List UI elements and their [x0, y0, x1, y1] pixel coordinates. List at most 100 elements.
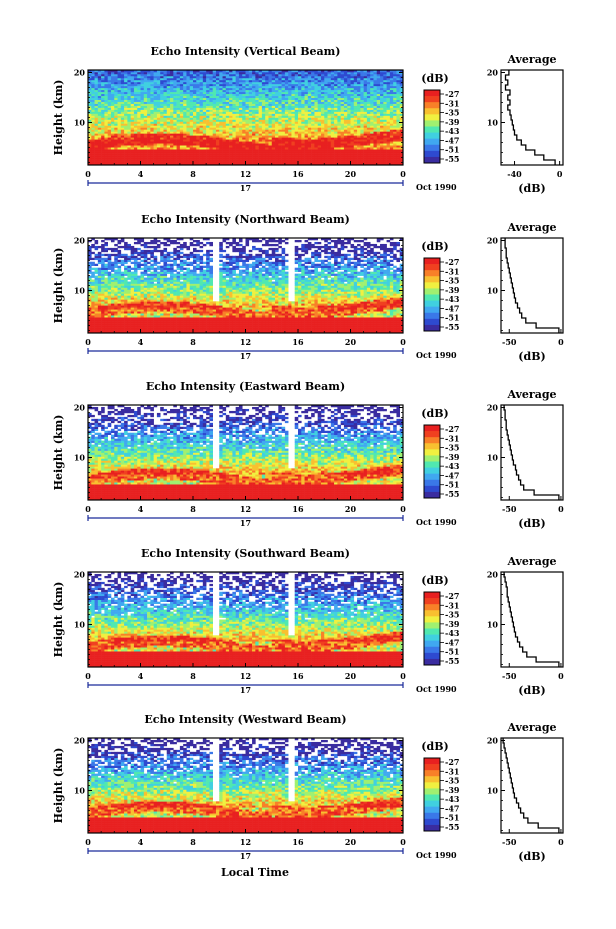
heatmap-cell [284, 99, 289, 102]
heatmap-cell [176, 145, 181, 148]
heatmap-cell [314, 117, 318, 120]
heatmap-cell [209, 151, 213, 154]
heatmap-cell [94, 137, 99, 140]
heatmap-cell [317, 147, 322, 150]
heatmap-cell [130, 153, 135, 156]
heatmap-cell [268, 97, 273, 100]
heatmap-cell [160, 331, 164, 334]
heatmap-cell [291, 329, 296, 332]
heatmap-cell [294, 117, 299, 120]
heatmap-cell [258, 93, 263, 97]
heatmap-cell [307, 79, 312, 83]
heatmap-cell [166, 71, 171, 75]
heatmap-cell [166, 79, 171, 83]
heatmap-cell [193, 105, 197, 108]
heatmap-cell [275, 331, 279, 334]
heatmap-cell [209, 161, 213, 164]
heatmap-cell [327, 331, 332, 334]
heatmap-cell [130, 99, 135, 102]
heatmap-cell [275, 153, 279, 156]
heatmap-cell [278, 123, 282, 126]
heatmap-cell [261, 121, 266, 124]
heatmap-cell [314, 105, 318, 108]
heatmap-cell [252, 75, 256, 79]
heatmap-cell [366, 133, 371, 136]
heatmap-cell [376, 153, 381, 156]
heatmap-cell [186, 117, 191, 120]
heatmap-cell [101, 73, 105, 77]
heatmap-cell [307, 153, 312, 156]
heatmap-cell [350, 91, 355, 95]
heatmap-cell [143, 155, 148, 158]
heatmap-cell [275, 73, 279, 77]
heatmap-cell [104, 91, 108, 95]
heatmap-cell [258, 103, 263, 106]
heatmap-cell [252, 327, 256, 330]
heatmap-cell [120, 145, 125, 148]
heatmap-cell [337, 109, 341, 112]
heatmap-cell [153, 77, 158, 81]
heatmap-cell [232, 161, 236, 164]
heatmap-cell [173, 101, 177, 104]
heatmap-cell [166, 113, 171, 116]
heatmap-cell [107, 97, 112, 100]
heatmap-cell [261, 91, 266, 95]
heatmap-cell [186, 141, 191, 144]
heatmap-cell [202, 103, 207, 106]
heatmap-cell [97, 81, 102, 85]
heatmap-cell [291, 77, 296, 81]
heatmap-cell [363, 129, 368, 132]
heatmap-cell [127, 87, 131, 91]
heatmap-cell [114, 163, 118, 166]
heatmap-cell [199, 145, 204, 148]
heatmap-cell [370, 103, 374, 106]
heatmap-cell [94, 103, 99, 106]
heatmap-cell [88, 93, 92, 97]
heatmap-cell [275, 137, 279, 140]
heatmap-cell [114, 113, 118, 116]
heatmap-cell [183, 327, 187, 330]
heatmap-cell [170, 93, 174, 97]
heatmap-cell [133, 151, 138, 154]
heatmap-cell [163, 117, 168, 120]
heatmap-cell [350, 97, 355, 100]
heatmap-cell [248, 147, 253, 150]
heatmap-cell [209, 91, 213, 95]
heatmap-cell [212, 141, 217, 144]
heatmap-cell [242, 103, 246, 106]
heatmap-cell [130, 91, 135, 95]
heatmap-cell [176, 99, 181, 102]
heatmap-cell [150, 87, 154, 91]
heatmap-cell [160, 81, 164, 85]
heatmap-cell [245, 329, 250, 332]
heatmap-cell [294, 147, 299, 150]
heatmap-cell [179, 83, 184, 87]
heatmap-cell [314, 81, 318, 85]
heatmap-cell [363, 111, 368, 114]
heatmap-cell [284, 143, 289, 146]
heatmap-cell [173, 139, 177, 142]
heatmap-cell [137, 73, 141, 77]
heatmap-cell [275, 141, 279, 144]
heatmap-cell [163, 81, 168, 85]
heatmap-cell [340, 71, 345, 75]
heatmap-cell [357, 155, 361, 158]
heatmap-cell [219, 153, 223, 156]
heatmap-cell [206, 157, 210, 160]
heatmap-cell [143, 77, 148, 81]
heatmap-cell [97, 159, 102, 162]
heatmap-cell [370, 111, 374, 114]
heatmap-cell [176, 87, 181, 91]
heatmap-cell [294, 87, 299, 91]
heatmap-cell [258, 329, 263, 332]
heatmap-cell [176, 115, 181, 118]
heatmap-cell [307, 109, 312, 112]
heatmap-cell [189, 329, 194, 332]
heatmap-cell [301, 83, 305, 87]
heatmap-cell [117, 111, 122, 114]
heatmap-cell [176, 79, 181, 83]
heatmap-cell [94, 331, 99, 334]
heatmap-cell [97, 107, 102, 110]
heatmap-cell [265, 79, 269, 83]
heatmap-cell [307, 141, 312, 144]
